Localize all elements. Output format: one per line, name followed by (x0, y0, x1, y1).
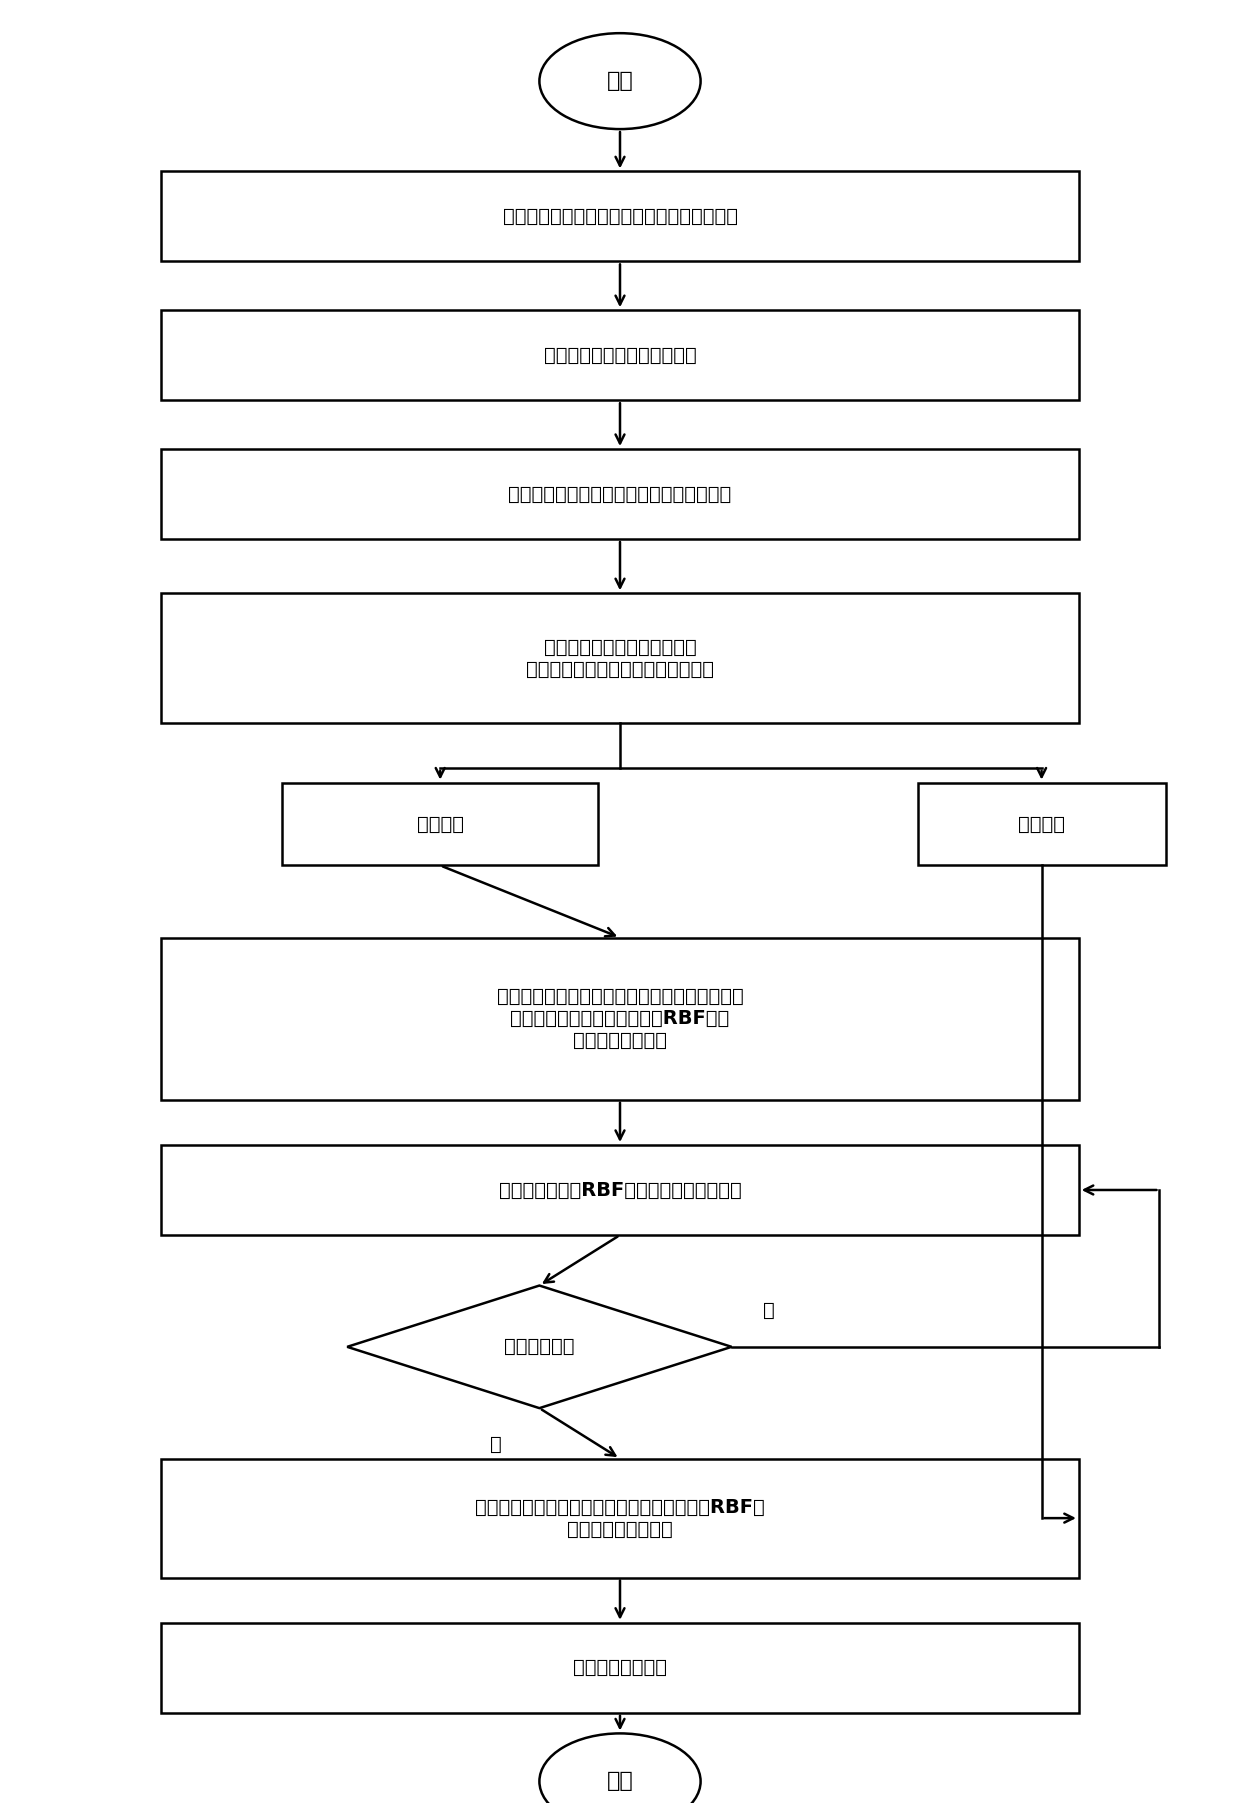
Text: 训练样本: 训练样本 (417, 815, 464, 833)
Bar (161, 1145, 1079, 1235)
Text: 获得表征不同机械故障类型的衰减模态参数: 获得表征不同机械故障类型的衰减模态参数 (508, 485, 732, 503)
Text: 结束: 结束 (606, 1771, 634, 1792)
Text: 否: 否 (763, 1302, 774, 1320)
Text: 将训练样本作为输入，高压断路器的机械故障类
型作为输出，建立高压断路器RBF网络
机械故障诊断模型: 将训练样本作为输入，高压断路器的机械故障类 型作为输出，建立高压断路器RBF网络… (497, 988, 743, 1049)
Bar (161, 449, 1079, 539)
Bar (161, 1623, 1079, 1713)
Text: 满足终止条件: 满足终止条件 (505, 1338, 574, 1356)
Text: 测试样本: 测试样本 (1018, 815, 1065, 833)
Bar (161, 310, 1079, 400)
Bar (281, 783, 598, 865)
Text: 开始: 开始 (606, 70, 634, 92)
Bar (161, 171, 1079, 261)
Text: 输出故障诊断结果: 输出故障诊断结果 (573, 1659, 667, 1677)
Bar (161, 938, 1079, 1100)
Text: 将振动信号进行原子稀疏分解: 将振动信号进行原子稀疏分解 (543, 346, 697, 364)
Text: 将衰减模态参数数据预处理，
得到不同机械故障类型下的特征向量: 将衰减模态参数数据预处理， 得到不同机械故障类型下的特征向量 (526, 638, 714, 678)
Text: 得到训练好的基于原子稀疏分解的高压断路器RBF网
络机械故障诊断模型: 得到训练好的基于原子稀疏分解的高压断路器RBF网 络机械故障诊断模型 (475, 1498, 765, 1538)
Bar (161, 593, 1079, 723)
Text: 获取高压断路器不同机械故障类型的振动信号: 获取高压断路器不同机械故障类型的振动信号 (502, 207, 738, 225)
Text: 是: 是 (490, 1435, 502, 1453)
Bar (161, 1459, 1079, 1578)
Text: 训练高压断路器RBF网络机械故障诊断模型: 训练高压断路器RBF网络机械故障诊断模型 (498, 1181, 742, 1199)
Bar (918, 783, 1166, 865)
